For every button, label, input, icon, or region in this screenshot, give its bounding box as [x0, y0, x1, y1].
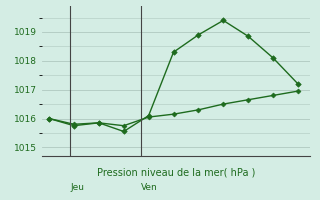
Text: Ven: Ven: [141, 183, 158, 192]
X-axis label: Pression niveau de la mer( hPa ): Pression niveau de la mer( hPa ): [97, 167, 255, 177]
Text: Jeu: Jeu: [70, 183, 84, 192]
